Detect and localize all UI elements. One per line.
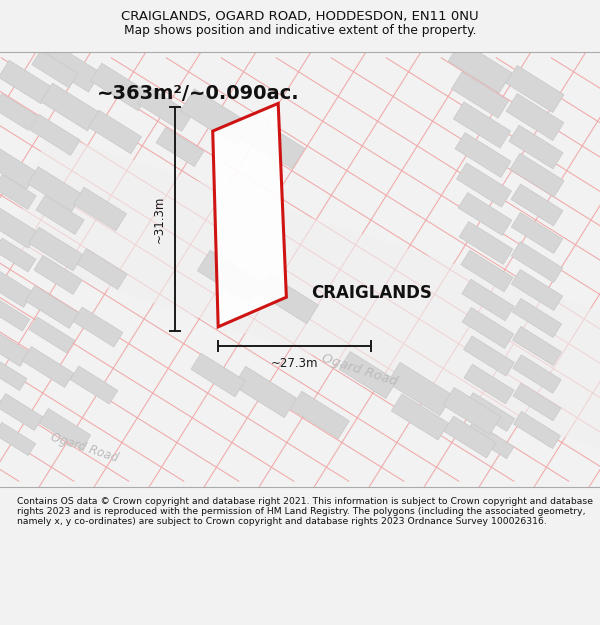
Polygon shape [0,267,33,308]
Polygon shape [156,127,204,166]
Text: Ogard Road: Ogard Road [49,431,119,465]
Polygon shape [461,250,513,292]
Polygon shape [73,188,127,231]
Polygon shape [77,249,127,289]
Text: CRAIGLANDS: CRAIGLANDS [311,284,433,302]
Polygon shape [0,328,29,366]
Polygon shape [32,50,78,88]
Polygon shape [391,394,449,440]
Polygon shape [70,366,118,404]
Polygon shape [30,114,80,156]
Polygon shape [40,42,101,92]
Polygon shape [0,394,43,431]
Polygon shape [41,83,99,131]
Polygon shape [233,366,296,418]
Polygon shape [22,346,74,388]
Polygon shape [511,213,563,254]
Polygon shape [513,355,561,393]
Polygon shape [0,238,36,272]
Polygon shape [0,60,52,104]
Polygon shape [73,307,123,347]
Polygon shape [29,317,74,353]
Polygon shape [512,326,562,366]
Polygon shape [34,256,82,294]
Polygon shape [462,279,514,321]
Polygon shape [339,351,397,399]
Text: Ogard Road: Ogard Road [320,351,400,388]
Polygon shape [0,145,37,189]
Polygon shape [290,391,349,439]
Text: ~363m²/~0.090ac.: ~363m²/~0.090ac. [97,84,299,103]
Polygon shape [513,383,561,421]
Polygon shape [511,241,563,282]
Polygon shape [459,222,513,264]
Polygon shape [506,66,564,112]
Text: CRAIGLANDS, OGARD ROAD, HODDESDON, EN11 0NU: CRAIGLANDS, OGARD ROAD, HODDESDON, EN11 … [121,11,479,23]
Polygon shape [28,167,82,211]
Polygon shape [512,299,562,338]
Polygon shape [91,63,149,111]
Polygon shape [191,353,245,397]
Polygon shape [451,72,509,118]
Polygon shape [464,336,514,376]
Polygon shape [514,411,560,449]
Polygon shape [0,206,38,248]
Polygon shape [388,362,452,416]
Polygon shape [448,41,512,93]
Polygon shape [181,89,250,145]
Polygon shape [466,421,514,459]
Text: ~31.3m: ~31.3m [153,196,166,242]
Polygon shape [36,196,84,234]
Polygon shape [465,392,515,431]
Polygon shape [444,416,496,458]
Polygon shape [197,251,263,304]
Polygon shape [457,163,512,207]
Polygon shape [509,125,563,169]
Polygon shape [137,87,193,131]
Polygon shape [39,409,91,449]
Polygon shape [213,103,286,327]
Polygon shape [0,94,37,131]
Polygon shape [0,359,27,391]
Polygon shape [88,110,142,154]
Text: ~27.3m: ~27.3m [271,357,319,370]
Polygon shape [510,153,564,197]
Polygon shape [7,132,600,472]
Polygon shape [462,308,514,349]
Polygon shape [25,286,79,328]
Polygon shape [29,227,83,271]
Polygon shape [455,132,511,178]
Polygon shape [239,116,305,169]
Polygon shape [443,388,501,434]
Polygon shape [464,364,514,404]
Polygon shape [458,192,512,236]
Polygon shape [0,174,36,209]
Polygon shape [511,184,563,226]
Polygon shape [0,422,35,456]
Polygon shape [454,102,511,148]
Polygon shape [511,269,563,311]
Text: Map shows position and indicative extent of the property.: Map shows position and indicative extent… [124,24,476,38]
Polygon shape [0,299,30,331]
Text: Contains OS data © Crown copyright and database right 2021. This information is : Contains OS data © Crown copyright and d… [17,497,593,526]
Polygon shape [257,274,319,324]
Polygon shape [506,94,564,141]
